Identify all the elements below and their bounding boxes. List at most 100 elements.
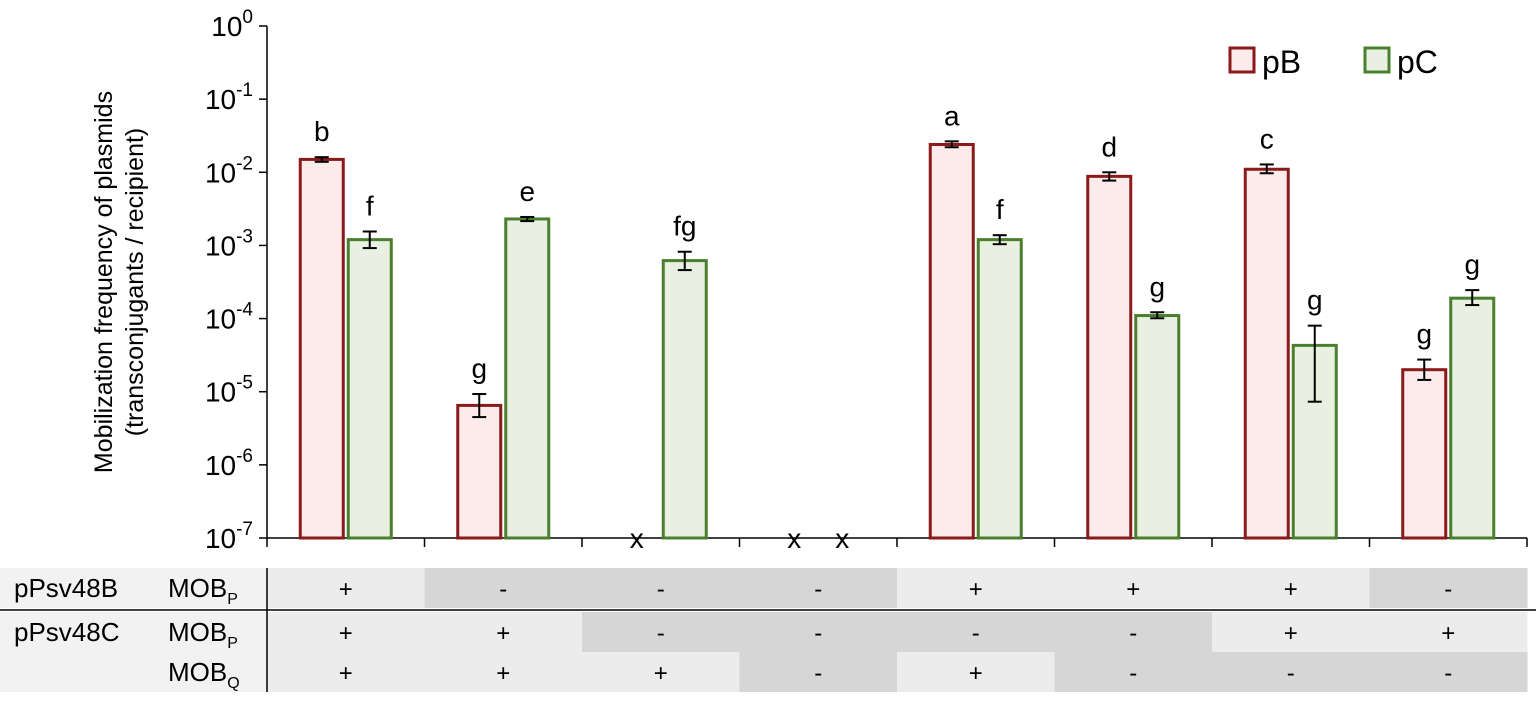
table-cell: + [969,660,983,687]
table-cell-bg [1369,568,1528,608]
bar-pB-0 [298,157,345,540]
table-cell: + [1441,620,1455,647]
bar-pB-6 [1243,167,1290,540]
y-tick-base: 10 [205,450,236,481]
table-cell: + [1284,576,1298,603]
table-label-bg [0,568,267,608]
table-cell: + [496,620,510,647]
table-cell-bg [897,652,1055,692]
bar-pC-4 [976,238,1023,540]
y-tick-exponent: 0 [242,7,253,28]
bar-pB-5 [1086,174,1133,540]
mob-subscript: P [227,635,238,652]
table-cell: - [972,620,980,647]
y-tick-exponent: -6 [236,446,253,467]
y-tick-base: 10 [205,84,236,115]
y-tick-base: 10 [211,11,242,42]
error-bars [314,140,1480,419]
y-tick-exponent: -1 [236,80,253,101]
table-cell: - [1129,620,1137,647]
table-cell: + [969,576,983,603]
legend-swatch-pB [1228,46,1256,74]
y-tick-label: 10-1 [205,80,253,115]
significance-label: f [366,191,374,222]
significance-label: g [1464,249,1480,280]
table-cell-bg [897,612,1055,652]
table-cell: + [1284,620,1298,647]
y-tick-exponent: -3 [236,226,253,247]
bar-pC-7 [1449,296,1496,540]
table-cell: + [339,576,353,603]
significance-label: e [519,176,535,207]
table-mob-label: MOBP [168,573,238,608]
table-plasmid-label: pPsv48C [14,617,120,647]
significance-label: c [1260,123,1274,154]
table-cell-bg [582,652,740,692]
significance-label: b [314,116,330,147]
table-cell: - [814,576,822,603]
y-tick-base: 10 [205,230,236,261]
table-cell-bg [1212,652,1370,692]
table-cell-bg [424,652,583,692]
table-label-bg [0,652,267,692]
table-cell-bg [1054,652,1213,692]
table-cell-bg [739,568,898,608]
y-tick-base: 10 [205,304,236,335]
mob-text: MOB [168,573,227,603]
significance-label: g [1416,319,1432,350]
no-data-marker: x [630,523,644,554]
mob-table: + - - - + + + -pPsv48B MOBP+ + - - - - + +pPsv48C MOBP+ +… [0,568,1536,692]
bar-pC-2 [661,259,708,540]
mob-table-background [0,568,1528,692]
table-cell-bg [267,612,425,652]
y-tick-label: 100 [211,7,253,42]
y-tick-base: 10 [205,523,236,554]
no-data-marker: x [787,523,801,554]
table-cell: - [657,576,665,603]
table-cell: + [654,660,668,687]
no-data-marker: x [835,523,849,554]
y-tick-exponent: -7 [236,519,253,540]
table-cell: - [1287,660,1295,687]
y-tick-label: 10-3 [205,226,253,261]
y-tick-label: 10-7 [205,519,253,554]
y-tick-label: 10-2 [205,153,253,188]
significance-label: g [471,353,487,384]
mob-text: MOB [168,617,227,647]
table-cell-bg [582,612,740,652]
y-axis-title-line1: Mobilization frequency of plasmids [90,91,118,473]
table-cell-bg [1212,612,1370,652]
y-tick-label: 10-5 [205,373,253,408]
mob-subscript: Q [227,675,239,692]
legend-label-pC: pC [1397,44,1438,80]
table-plasmid-label: pPsv48B [14,573,118,603]
table-cell-bg [1369,652,1528,692]
table-cell: - [1129,660,1137,687]
table-cell-bg [739,652,898,692]
mob-subscript: P [227,591,238,608]
bar-pB-7 [1401,368,1448,540]
table-cell: - [814,660,822,687]
table-cell-bg [1054,612,1213,652]
significance-label: a [944,100,960,131]
axes [266,26,1527,539]
table-cell-bg [739,612,898,652]
legend: pB pC [1228,44,1438,80]
legend-label-pB: pB [1262,44,1301,80]
table-cell-bg [424,612,583,652]
table-cell: - [1444,576,1452,603]
y-tick-exponent: -2 [236,153,253,174]
y-tick-base: 10 [205,157,236,188]
table-cell-bg [267,652,425,692]
y-tick-label: 10-6 [205,446,253,481]
bar-pC-1 [504,217,551,540]
bar-pC-0 [346,238,393,540]
table-cell: - [657,620,665,647]
table-cell-bg [267,568,425,608]
significance-label: fg [673,211,696,242]
y-tick-label: 10-4 [205,300,253,335]
y-tick-base: 10 [205,377,236,408]
